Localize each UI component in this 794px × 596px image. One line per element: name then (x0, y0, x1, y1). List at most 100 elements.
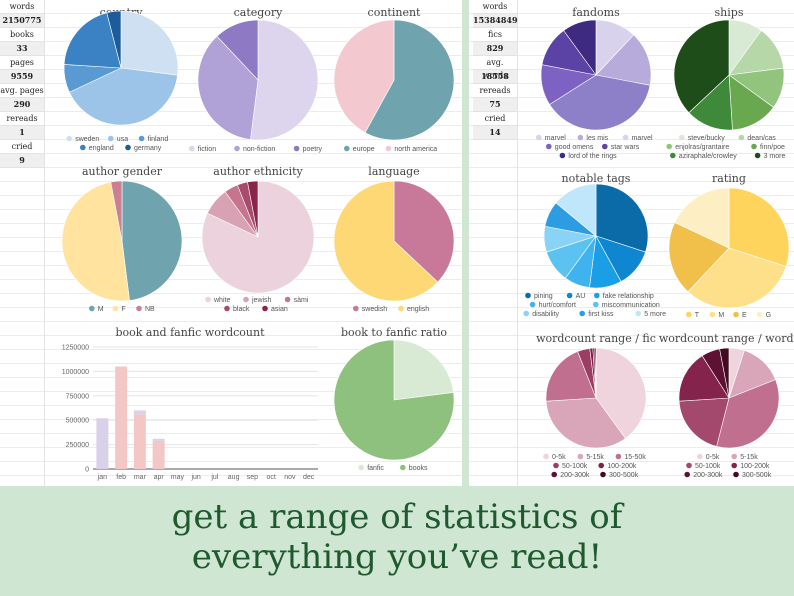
chart-book-to-fanfic-ratio: book to fanfic ratio fanfic books (333, 326, 455, 472)
legend-label-50-100k: 50-100k (562, 463, 588, 470)
legend-swatch-200-300k (551, 471, 557, 478)
category-title: category (234, 6, 284, 19)
legend-swatch-100-200k (598, 462, 604, 469)
legend-label-300-500k: 300-500k (609, 472, 639, 479)
legend-swatch-300-500k (600, 471, 606, 478)
legend-label-300-500k: 300-500k (742, 472, 772, 479)
chart-ships: ships steve/bucky dean/cas enjolras/grantai… (666, 6, 785, 160)
legend-swatch-50-100k (553, 462, 559, 469)
pie-slice-sweden (120, 10, 179, 76)
legend-swatch-f (112, 305, 119, 312)
fandoms-title: fandoms (572, 6, 620, 19)
book-stat-value-cried: 9 (0, 154, 44, 168)
pie-slice-3-more (673, 19, 730, 114)
y-tick-label: 1250000 (62, 345, 89, 352)
fanfic-stat-value-words: 15384849 (473, 14, 518, 28)
fanfic-stat-value-cried: 14 (473, 126, 517, 140)
legend-label-50-100k: 50-100k (695, 463, 721, 470)
legend-swatch-t (686, 311, 692, 318)
chart-category: category fiction non-fiction poetry (189, 6, 323, 153)
legend-label-0-5k: 0-5k (706, 454, 720, 461)
legend-label-north-america: north america (394, 146, 437, 153)
bar-feb-series-1 (115, 366, 128, 469)
rating-title: rating (712, 172, 746, 185)
legend-label-5-more: 5 more (644, 311, 666, 318)
pie-slice-5-more (555, 183, 597, 237)
ships-title: ships (715, 6, 744, 19)
chart-author-gender: author gender M F NB (61, 165, 183, 313)
legend-swatch-asian (262, 305, 268, 312)
legend-swatch-300-500k (733, 471, 739, 478)
y-tick-label: 750000 (66, 393, 89, 400)
legend-label-star-wars: star wars (611, 144, 640, 151)
legend-swatch-white (205, 296, 211, 303)
author-gender-title: author gender (82, 165, 163, 178)
legend-label-england: england (89, 145, 114, 152)
legend-label-poetry: poetry (303, 146, 323, 153)
pie-slice-5-15k (545, 397, 626, 449)
legend-label-jewish: jewish (251, 297, 272, 304)
legend-label-t: T (695, 312, 700, 319)
bar-mar-series-1 (133, 414, 146, 469)
pie-slice-lord-of-the-rings (563, 19, 597, 76)
legend-swatch-m (89, 305, 95, 312)
legend-label-english: english (407, 306, 429, 313)
y-tick-label: 1000000 (62, 369, 89, 376)
x-tick-label-jan: jan (97, 474, 107, 481)
chart-wordcount-range-fic: wordcount range / fic 0-5k 5-15k 15-50k 50-1… (536, 332, 656, 479)
bar-chart-title: book and fanfic wordcount (115, 326, 265, 339)
legend-label-les-mis: les mis (586, 135, 608, 142)
pie-slice-100-200k (678, 355, 730, 402)
legend-label-nb: NB (145, 306, 155, 313)
legend-label-usa: usa (117, 136, 128, 143)
book-stat-label-pages: pages (0, 56, 44, 70)
legend-swatch-marvel (536, 134, 542, 141)
y-tick-label: 500000 (66, 418, 89, 425)
pie-slice-europe (364, 19, 455, 141)
legend-swatch-first-kiss (579, 310, 585, 317)
bar-jan-series-0 (96, 418, 109, 469)
chart-rating: rating T M E G (668, 172, 790, 319)
legend-label-non-fiction: non-fiction (243, 146, 275, 153)
wordcount-range-words-title: wordcount range / words (659, 332, 794, 345)
pie-slice-m (687, 247, 787, 309)
book-stat-label-cried: cried (0, 140, 44, 154)
legend-swatch-good-omens (546, 143, 552, 150)
book-stat-label-books: books (0, 28, 44, 42)
legend-swatch-star-wars (602, 143, 608, 150)
pie-slice-15-50k (716, 379, 780, 449)
legend-label-200-300k: 200-300k (693, 472, 723, 479)
pie-slice-nb (110, 180, 123, 242)
legend-label-5-15k: 5-15k (586, 454, 604, 461)
legend-swatch-books (400, 464, 406, 471)
notable-tags-title: notable tags (562, 172, 631, 185)
x-tick-label-nov: nov (284, 474, 296, 481)
fanfic-stat-label-fics: fics (473, 28, 517, 42)
legend-swatch-europe (344, 145, 350, 152)
book-stat-value-rereads: 1 (0, 126, 44, 140)
legend-swatch-fanfic (358, 464, 365, 471)
pie-slice-les-mis (595, 34, 652, 86)
tagline-line-2: everything you’ve read! (191, 537, 603, 577)
y-tick-label: 0 (85, 467, 89, 474)
legend-label-fanfic: fanfic (367, 465, 384, 472)
legend-label-fiction: fiction (198, 146, 216, 153)
pie-slice-300-500k (719, 347, 730, 399)
language-title: language (368, 165, 419, 178)
x-tick-label-jul: jul (210, 474, 218, 481)
pie-slice-swedish (393, 180, 455, 283)
book-stat-label-avg-pages: avg. pages (0, 84, 44, 98)
sheet-column-line (517, 0, 518, 486)
book-stat-value-pages: 9559 (0, 70, 44, 84)
legend-swatch-black (224, 305, 230, 312)
legend-label-miscommunication: miscommunication (602, 302, 660, 309)
legend-label-europe: europe (353, 146, 375, 153)
pie-slice-0-5k (595, 347, 647, 439)
legend-label-marvel: marvel (545, 135, 566, 142)
legend-swatch-nb (136, 305, 142, 312)
legend-label-disability: disability (532, 311, 559, 318)
chart-language: language swedish english (333, 165, 455, 313)
x-tick-label-apr: apr (154, 474, 165, 481)
pie-slice-300-500k (594, 347, 597, 399)
